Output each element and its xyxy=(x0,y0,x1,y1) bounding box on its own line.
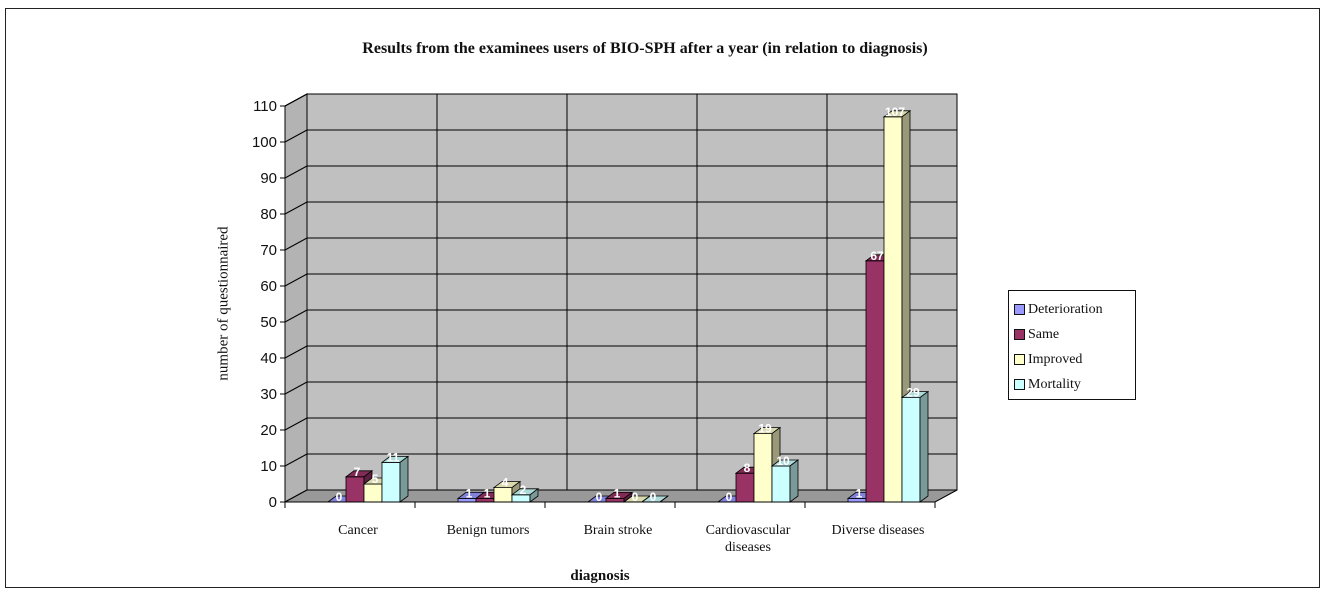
y-tick-label: 30 xyxy=(260,386,277,403)
data-label: 29 xyxy=(906,386,920,400)
data-label: 1 xyxy=(466,486,473,500)
y-tick-label: 80 xyxy=(260,206,277,223)
legend-item-mortality: Mortality xyxy=(1014,372,1135,397)
y-tick-label: 40 xyxy=(260,350,277,367)
bar xyxy=(735,472,755,503)
data-label: 0 xyxy=(596,490,603,504)
bar xyxy=(901,397,921,503)
y-tick-label: 90 xyxy=(260,170,277,187)
gridline-wall xyxy=(284,165,308,179)
bar xyxy=(753,433,773,503)
data-label: 5 xyxy=(372,472,379,486)
bar xyxy=(381,461,401,503)
y-axis-label: number of questionnaired xyxy=(215,226,232,381)
chart-title: Results from the examinees users of BIO-… xyxy=(362,40,928,57)
data-label: 0 xyxy=(632,490,639,504)
y-tick-label: 70 xyxy=(260,242,277,259)
legend-label-same: Same xyxy=(1028,326,1060,342)
bar-side xyxy=(919,390,929,503)
gridline-wall xyxy=(284,129,308,143)
x-tick-label: Diverse diseases xyxy=(832,523,925,538)
gridline-wall xyxy=(284,453,308,467)
data-label: 8 xyxy=(744,461,751,475)
legend-label-deterioration: Deterioration xyxy=(1028,301,1103,317)
gridline-wall xyxy=(284,237,308,251)
gridline-wall xyxy=(284,417,308,431)
bar-side xyxy=(529,487,539,503)
left-wall xyxy=(284,93,308,503)
legend-item-same: Same xyxy=(1014,322,1135,347)
x-axis-label: diagnosis xyxy=(570,568,630,584)
data-label: 4 xyxy=(502,476,509,490)
plot-area xyxy=(306,93,958,491)
x-tick-label: diseases xyxy=(725,540,771,555)
y-tick-label: 50 xyxy=(260,314,277,331)
gridline-wall xyxy=(284,93,308,107)
y-tick-label: 100 xyxy=(252,134,277,151)
data-label: 1 xyxy=(856,486,863,500)
data-label: 67 xyxy=(870,249,884,263)
gridline-wall xyxy=(284,273,308,287)
legend-swatch-same xyxy=(1014,329,1025,340)
data-label: 19 xyxy=(758,422,772,436)
legend-swatch-improved xyxy=(1014,354,1025,365)
data-label: 1 xyxy=(484,486,491,500)
bar xyxy=(345,476,365,503)
x-tick-label: Cancer xyxy=(338,523,378,538)
x-tick-label: Cardiovascular xyxy=(706,523,791,538)
data-label: 11 xyxy=(387,450,400,464)
x-tick-label: Brain stroke xyxy=(584,523,653,538)
y-tick-label: 60 xyxy=(260,278,277,295)
bar xyxy=(883,116,903,503)
data-label: 10 xyxy=(776,454,790,468)
data-label: 0 xyxy=(336,490,343,504)
data-label: 1 xyxy=(614,486,621,500)
bar-side xyxy=(789,459,799,503)
y-tick-label: 110 xyxy=(253,98,277,115)
data-label: 2 xyxy=(520,483,527,497)
gridline-wall xyxy=(284,201,308,215)
legend-label-mortality: Mortality xyxy=(1028,376,1081,392)
legend-item-improved: Improved xyxy=(1014,347,1135,372)
bar xyxy=(771,465,791,503)
data-label: 0 xyxy=(650,490,657,504)
bar xyxy=(363,483,383,503)
gridline-wall xyxy=(284,345,308,359)
bar xyxy=(865,260,885,503)
data-label: 0 xyxy=(726,490,733,504)
y-tick-label: 10 xyxy=(260,458,277,475)
x-tick-label: Benign tumors xyxy=(447,523,530,538)
bar-side xyxy=(659,495,669,503)
gridline-wall xyxy=(284,381,308,395)
legend-label-improved: Improved xyxy=(1028,351,1083,367)
chart-legend: Deterioration Same Improved Mortality xyxy=(1008,290,1136,400)
gridline-wall xyxy=(284,309,308,323)
legend-swatch-mortality xyxy=(1014,379,1025,390)
bar-side xyxy=(399,455,409,503)
y-tick-label: 20 xyxy=(260,422,277,439)
legend-swatch-deterioration xyxy=(1014,304,1025,315)
bar xyxy=(493,487,513,503)
data-label: 7 xyxy=(354,465,361,479)
legend-item-deterioration: Deterioration xyxy=(1014,297,1135,322)
y-tick-label: 0 xyxy=(269,494,277,511)
data-label: 107 xyxy=(885,105,905,119)
